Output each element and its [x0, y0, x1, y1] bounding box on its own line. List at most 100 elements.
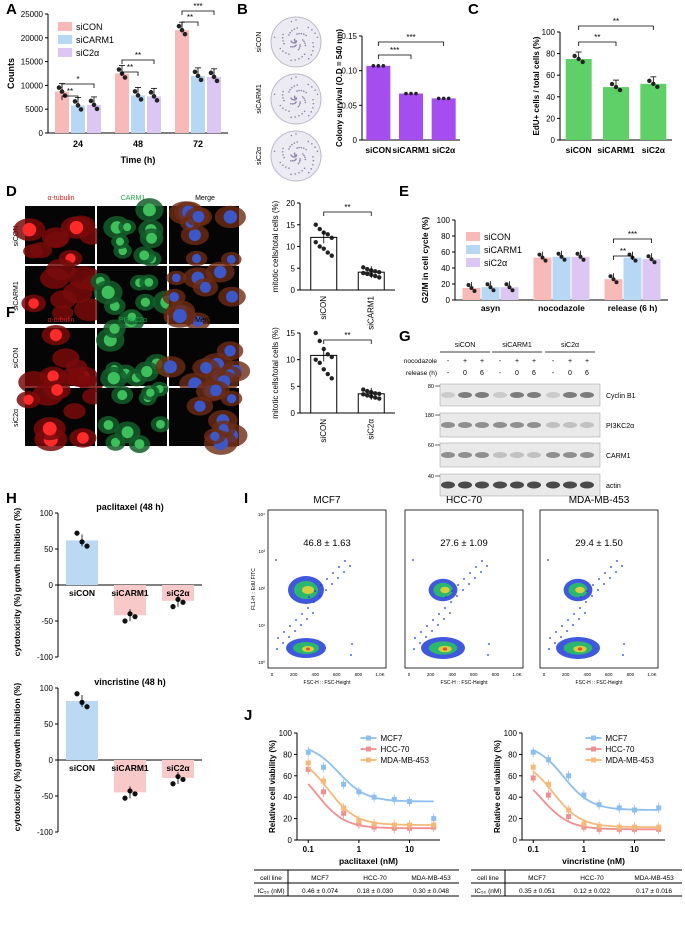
colony-speck	[305, 148, 307, 151]
cell-nucleus	[224, 345, 236, 357]
panel-j-fit-curve	[532, 770, 659, 828]
colony-speck	[301, 55, 303, 58]
flow-event	[580, 596, 582, 598]
panel-j-right-y-tick-label: 40	[508, 793, 517, 802]
flow-event	[337, 577, 339, 579]
cell-nucleus	[110, 437, 121, 448]
panel-a-point	[62, 93, 68, 98]
flow-event	[573, 613, 575, 615]
flow-event	[294, 630, 296, 632]
panel-h-category-label: siCON	[69, 763, 95, 773]
ic50-table-header: MCF7	[528, 875, 546, 882]
colony-speck	[294, 116, 297, 118]
cell-nucleus	[115, 237, 125, 246]
panel-d-point	[329, 235, 334, 240]
flow-event	[566, 630, 568, 632]
colony-speck	[282, 97, 284, 99]
colony-speck	[288, 148, 290, 150]
flow-event	[462, 589, 464, 591]
panel-j-legend-label: MDA-MB-453	[381, 756, 430, 765]
panel-f-point	[510, 288, 515, 293]
western-blot-band	[475, 452, 489, 458]
panel-d-point	[325, 250, 330, 255]
colony-speck	[293, 159, 295, 162]
panel-h-category-label: siC2α	[166, 763, 190, 773]
flow-event	[426, 625, 428, 627]
panel-d-row-label: siCARM1	[13, 281, 20, 311]
panel-a-point	[182, 31, 188, 37]
colony-speck	[303, 154, 305, 157]
western-blot-band	[510, 392, 524, 398]
panel-f-legend-label: siCON	[484, 232, 511, 242]
panel-h-bottom-y-tick-label: -50	[41, 792, 53, 801]
panel-h-title: vincristine (48 h)	[94, 677, 166, 687]
panel-e-column-title: PI3KC2α	[119, 317, 147, 324]
colony-speck	[295, 101, 297, 103]
cell-nucleus	[192, 210, 205, 223]
panel-j-legend-label: HCC-70	[381, 745, 410, 754]
panel-a-point	[75, 103, 81, 108]
colony-speck	[298, 32, 300, 35]
flow-event	[351, 643, 353, 645]
panel-i-x-tick-label: 600	[333, 672, 341, 677]
panel-d-y-tick-label: 10	[286, 243, 295, 252]
panel-g-marker-label: 60	[428, 443, 434, 449]
panel-j-legend-label: MDA-MB-453	[606, 756, 655, 765]
colony-speck	[282, 107, 284, 109]
panel-h-bottom-y-tick-label: -100	[37, 828, 54, 837]
western-blot-band	[441, 392, 455, 398]
flow-event	[591, 595, 593, 597]
colony-speck	[307, 57, 310, 60]
panel-g-nocodazole-value: +	[585, 358, 589, 365]
panel-a-x-tick-label: 24	[73, 139, 83, 149]
colony-speck	[299, 102, 301, 105]
panel-b-y-tick-label: 0.05	[341, 101, 357, 110]
flow-event	[445, 596, 447, 598]
western-blot-band	[510, 481, 524, 489]
panel-j-x-tick-label: 1	[357, 845, 362, 854]
cell-cytoplasm	[65, 359, 88, 375]
flow-event	[432, 619, 434, 621]
panel-b-sig-label: ***	[390, 46, 399, 55]
panel-d-point	[317, 226, 322, 232]
panel-d-point	[365, 266, 370, 272]
western-blot-band	[475, 481, 489, 489]
colony-speck	[297, 105, 300, 108]
ic50-table-row-label: IC₅₀ (nM)	[475, 888, 502, 895]
colony-speck	[299, 44, 301, 46]
colony-speck	[312, 155, 314, 158]
panel-i-xlabel: FSC-H :: FSC-Height	[576, 680, 624, 686]
cell-cytoplasm	[46, 258, 76, 280]
flow-event	[603, 583, 605, 585]
panel-h-category-label: siC2α	[166, 588, 190, 598]
colony-speck	[297, 48, 300, 51]
panel-a-bar	[55, 91, 69, 133]
panel-b-sig-bracket	[377, 41, 445, 46]
colony-speck	[294, 59, 297, 61]
panel-f-point	[469, 286, 474, 290]
panel-h-bar	[66, 540, 98, 585]
flow-event	[443, 618, 445, 620]
panel-h-bottom-y-tick-label: 100	[40, 684, 54, 693]
panel-e-row-label: siCON	[13, 348, 20, 369]
panel-h: paclitaxel (48 h) 100 50 0 -50 -100 growth inh…	[12, 502, 202, 837]
flow-event	[584, 612, 586, 614]
flow-event	[474, 577, 476, 579]
panel-c-bar	[565, 59, 592, 140]
panel-d-sig-bracket	[323, 211, 372, 216]
cell-nucleus	[144, 278, 154, 287]
panel-a-legend-swatch	[58, 35, 72, 44]
cell-nucleus	[107, 371, 120, 385]
western-blot-band	[546, 392, 560, 398]
colony-speck	[290, 59, 292, 62]
panel-b-point	[414, 91, 418, 96]
panel-b-bar	[366, 65, 391, 140]
panel-a-y-tick-label: 5000	[25, 105, 43, 114]
colony-speck	[312, 45, 315, 48]
western-blot-band	[493, 422, 507, 428]
panel-c-x-tick-label: siC2α	[642, 145, 666, 155]
panel-e-column-title: Merge	[195, 317, 215, 324]
colony-speck	[290, 154, 292, 156]
panel-i-x-tick-label: 0	[271, 672, 274, 677]
